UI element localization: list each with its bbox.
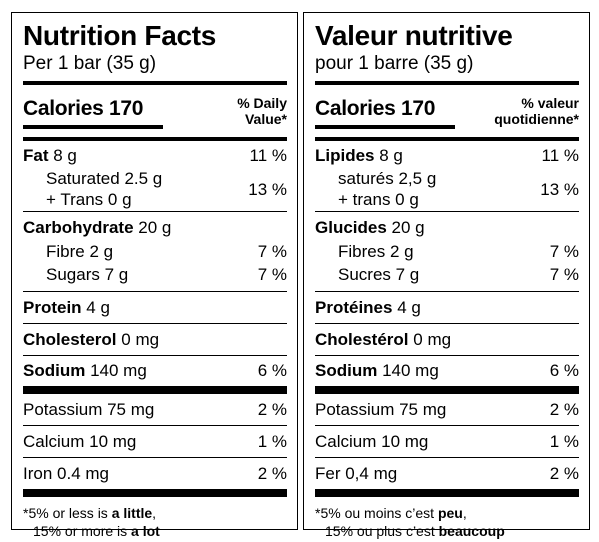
iron-percent: 2 % [549, 463, 579, 483]
calories-text: Calories 170 [315, 97, 436, 120]
calories-row: Calories 170 % valeur quotidienne* [315, 91, 579, 137]
sodium-row: Sodium 140 mg 6 % [315, 361, 579, 380]
divider [23, 137, 287, 141]
divider [315, 291, 579, 292]
divider [315, 355, 579, 356]
divider [23, 489, 287, 497]
cholesterol-row: Cholestérol 0 mg [315, 329, 452, 349]
divider [23, 81, 287, 85]
divider [315, 137, 579, 141]
saturated-line: saturés 2,5 g [338, 169, 437, 188]
nutrition-facts-panel-english: Nutrition Facts Per 1 bar (35 g) Calorie… [11, 12, 298, 539]
divider [315, 386, 579, 394]
divider [23, 355, 287, 356]
iron-percent: 2 % [257, 463, 287, 483]
divider [23, 211, 287, 212]
serving-size: pour 1 barre (35 g) [315, 53, 474, 74]
calcium-row: Calcium 10 mg 1 % [315, 431, 579, 451]
carbohydrate-line: Glucides 20 g [315, 218, 425, 237]
potassium-row: Potassium 75 mg 2 % [23, 399, 287, 419]
calories-row: Calories 170 % Daily Value* [23, 91, 287, 137]
divider [315, 489, 579, 497]
fat-percent: 11 % [541, 146, 580, 165]
divider [315, 425, 579, 426]
saturated-trans-percent: 13 % [540, 180, 579, 199]
panel-title: Valeur nutritive [315, 20, 513, 51]
sodium-percent: 6 % [257, 361, 287, 380]
fat-group: Fat 8 g 11 % Saturated 2.5 g + Trans 0 g… [23, 141, 287, 211]
potassium-percent: 2 % [257, 399, 287, 419]
calcium-row: Calcium 10 mg 1 % [23, 431, 287, 451]
divider [23, 323, 287, 324]
calcium-percent: 1 % [257, 431, 287, 451]
fibre-percent: 7 % [257, 242, 287, 261]
footnote: *5% ou moins c’est peu, 15% ou plus c’es… [315, 505, 505, 539]
sugars-percent: 7 % [257, 265, 287, 284]
panel-title: Nutrition Facts [23, 20, 217, 51]
iron-row: Fer 0,4 mg 2 % [315, 463, 579, 483]
sugars-line: Sugars 7 g [46, 265, 129, 284]
fibre-percent: 7 % [549, 242, 579, 261]
saturated-line: Saturated 2.5 g [46, 169, 163, 188]
serving-size: Per 1 bar (35 g) [23, 53, 157, 74]
potassium-row: Potassium 75 mg 2 % [315, 399, 579, 419]
divider [23, 291, 287, 292]
sugars-percent: 7 % [549, 265, 579, 284]
fibre-line: Fibres 2 g [338, 242, 414, 261]
protein-row: Protein 4 g [23, 297, 110, 317]
divider [23, 425, 287, 426]
carbohydrate-line: Carbohydrate 20 g [23, 218, 172, 237]
calories-text: Calories 170 [23, 97, 144, 120]
nutrition-facts-panel-french: Valeur nutritive pour 1 barre (35 g) Cal… [303, 12, 590, 539]
iron-row: Iron 0.4 mg 2 % [23, 463, 287, 483]
calcium-percent: 1 % [549, 431, 579, 451]
protein-row: Protéines 4 g [315, 297, 421, 317]
cholesterol-row: Cholesterol 0 mg [23, 329, 160, 349]
sugars-line: Sucres 7 g [338, 265, 420, 284]
daily-value-header: % Daily Value* [237, 95, 287, 127]
divider [315, 81, 579, 85]
carbohydrate-group: Glucides 20 g Fibres 2 g 7 % Sucres 7 g … [315, 212, 579, 291]
fat-line: Fat 8 g [23, 146, 77, 165]
sodium-percent: 6 % [549, 361, 579, 380]
trans-line: + Trans 0 g [46, 190, 132, 209]
divider [23, 457, 287, 458]
calories-underline [315, 125, 455, 129]
fibre-line: Fibre 2 g [46, 242, 114, 261]
divider [315, 323, 579, 324]
saturated-trans-percent: 13 % [248, 180, 287, 199]
divider [315, 457, 579, 458]
fat-line: Lipides 8 g [315, 146, 403, 165]
potassium-percent: 2 % [549, 399, 579, 419]
calories-underline [23, 125, 163, 129]
fat-percent: 11 % [249, 146, 288, 165]
carbohydrate-group: Carbohydrate 20 g Fibre 2 g 7 % Sugars 7… [23, 212, 287, 291]
divider [23, 386, 287, 394]
trans-line: + trans 0 g [338, 190, 419, 209]
divider [315, 211, 579, 212]
sodium-row: Sodium 140 mg 6 % [23, 361, 287, 380]
fat-group: Lipides 8 g 11 % saturés 2,5 g + trans 0… [315, 141, 579, 211]
footnote: *5% or less is a little, 15% or more is … [23, 505, 160, 539]
daily-value-header: % valeur quotidienne* [494, 95, 579, 127]
